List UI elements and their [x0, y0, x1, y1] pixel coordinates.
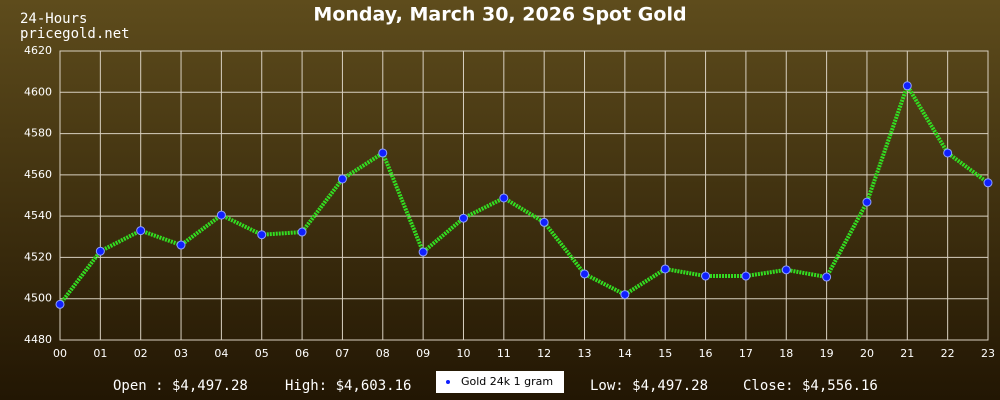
low-label: Low: $4,497.28 — [590, 378, 708, 394]
chart-title: Monday, March 30, 2026 Spot Gold — [313, 4, 686, 26]
x-tick-label: 06 — [295, 347, 309, 360]
x-tick-label: 08 — [376, 347, 390, 360]
data-point — [176, 240, 186, 250]
data-point — [95, 246, 105, 256]
data-point — [136, 226, 146, 236]
x-tick-label: 23 — [981, 347, 995, 360]
data-point — [862, 197, 872, 207]
x-tick-label: 09 — [416, 347, 430, 360]
data-point — [741, 271, 751, 281]
x-tick-label: 04 — [214, 347, 228, 360]
y-tick-label: 4560 — [24, 168, 52, 181]
y-tick-label: 4620 — [24, 44, 52, 57]
site-label: pricegold.net — [20, 26, 130, 42]
x-tick-label: 18 — [779, 347, 793, 360]
data-point — [458, 213, 468, 223]
x-tick-label: 07 — [335, 347, 349, 360]
data-point — [983, 178, 993, 188]
data-point — [55, 299, 65, 309]
legend-box — [436, 371, 564, 393]
x-tick-label: 01 — [93, 347, 107, 360]
x-tick-label: 13 — [578, 347, 592, 360]
x-tick-label: 22 — [941, 347, 955, 360]
legend-label: Gold 24k 1 gram — [461, 375, 553, 388]
x-tick-label: 00 — [53, 347, 67, 360]
x-tick-label: 19 — [820, 347, 834, 360]
data-point — [701, 271, 711, 281]
x-tick-label: 14 — [618, 347, 632, 360]
data-point — [660, 264, 670, 274]
x-tick-label: 15 — [658, 347, 672, 360]
x-tick-label: 21 — [900, 347, 914, 360]
data-point — [943, 148, 953, 158]
data-point — [337, 174, 347, 184]
y-tick-label: 4540 — [24, 209, 52, 222]
x-tick-label: 03 — [174, 347, 188, 360]
close-label: Close: $4,556.16 — [743, 378, 878, 394]
x-tick-label: 11 — [497, 347, 511, 360]
data-point — [216, 210, 226, 220]
y-tick-label: 4480 — [24, 333, 52, 346]
y-tick-label: 4520 — [24, 250, 52, 263]
high-label: High: $4,603.16 — [285, 378, 411, 394]
open-label: Open : $4,497.28 — [113, 378, 248, 394]
data-point — [539, 217, 549, 227]
y-tick-label: 4580 — [24, 127, 52, 140]
data-point — [620, 290, 630, 300]
x-tick-label: 20 — [860, 347, 874, 360]
y-tick-label: 4600 — [24, 85, 52, 98]
series-line — [58, 81, 990, 306]
x-tick-label: 02 — [134, 347, 148, 360]
data-point — [378, 148, 388, 158]
x-tick-label: 12 — [537, 347, 551, 360]
data-point — [418, 247, 428, 257]
x-tick-label: 10 — [456, 347, 470, 360]
data-point — [257, 230, 267, 240]
data-point — [822, 272, 832, 282]
data-point — [580, 269, 590, 279]
y-tick-label: 4500 — [24, 292, 52, 305]
data-point — [499, 193, 509, 203]
x-tick-label: 16 — [699, 347, 713, 360]
data-point — [902, 81, 912, 91]
period-label: 24-Hours — [20, 11, 87, 27]
data-point — [781, 265, 791, 275]
x-tick-label: 17 — [739, 347, 753, 360]
x-tick-label: 05 — [255, 347, 269, 360]
legend-marker — [446, 380, 450, 384]
data-point — [297, 227, 307, 237]
